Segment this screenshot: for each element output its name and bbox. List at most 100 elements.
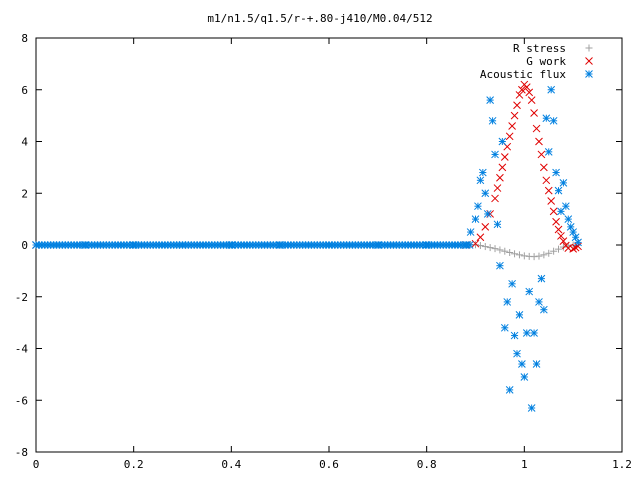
point-series-0 bbox=[535, 252, 543, 260]
x-tick-label: 0.4 bbox=[221, 458, 241, 471]
point-series-2 bbox=[574, 238, 582, 247]
point-series-0 bbox=[506, 249, 514, 257]
point-series-0 bbox=[472, 241, 479, 249]
chart-title: m1/n1.5/q1.5/r-+.80-j410/M0.04/512 bbox=[207, 12, 432, 25]
point-series-2 bbox=[544, 147, 553, 156]
point-series-1 bbox=[505, 132, 514, 141]
point-series-0 bbox=[491, 245, 499, 253]
point-series-0 bbox=[496, 246, 504, 254]
point-series-1 bbox=[522, 83, 531, 92]
point-series-1 bbox=[544, 186, 553, 195]
point-series-2 bbox=[503, 298, 512, 306]
point-series-1 bbox=[569, 245, 578, 253]
x-tick-label: 0.2 bbox=[124, 458, 144, 471]
legend-label-acoustic-flux: Acoustic flux bbox=[480, 68, 566, 81]
point-series-2 bbox=[488, 116, 497, 125]
point-series-0 bbox=[481, 243, 489, 251]
point-series-1 bbox=[559, 237, 568, 245]
point-series-2 bbox=[486, 96, 495, 104]
point-series-2 bbox=[481, 189, 490, 198]
y-tick-label: -4 bbox=[15, 343, 29, 356]
point-series-2 bbox=[466, 228, 475, 236]
point-series-2 bbox=[478, 168, 487, 177]
point-series-2 bbox=[540, 305, 548, 314]
point-series-2 bbox=[547, 85, 556, 94]
legend-marker-1 bbox=[585, 57, 593, 65]
point-series-0 bbox=[486, 244, 494, 252]
y-axis-ticks bbox=[36, 37, 622, 453]
point-series-1 bbox=[498, 163, 507, 172]
point-series-0 bbox=[559, 243, 567, 251]
legend-marker-0 bbox=[585, 44, 593, 52]
point-series-2 bbox=[510, 331, 519, 340]
x-tick-label: 1 bbox=[521, 458, 528, 471]
point-series-1 bbox=[493, 184, 502, 192]
point-series-1 bbox=[549, 207, 558, 216]
legend-label-g-work: G work bbox=[526, 55, 566, 68]
point-series-0 bbox=[520, 252, 528, 260]
legend-marker-2 bbox=[585, 70, 593, 78]
point-series-1 bbox=[532, 124, 541, 133]
point-series-2 bbox=[530, 329, 538, 337]
y-tick-label: 0 bbox=[21, 239, 28, 252]
point-series-1 bbox=[540, 163, 548, 172]
point-series-1 bbox=[515, 91, 524, 99]
y-tick-label: 4 bbox=[21, 136, 28, 149]
point-series-1 bbox=[471, 239, 480, 248]
point-series-2 bbox=[513, 349, 521, 358]
point-series-1 bbox=[500, 153, 509, 161]
x-tick-label: 0.8 bbox=[417, 458, 437, 471]
point-series-0 bbox=[511, 250, 519, 258]
point-series-2 bbox=[559, 179, 568, 187]
point-series-2 bbox=[554, 186, 563, 195]
point-series-0 bbox=[545, 249, 553, 257]
point-series-2 bbox=[552, 168, 560, 177]
point-series-2 bbox=[561, 202, 570, 211]
legend-label-r-stress: R stress bbox=[513, 42, 566, 55]
point-series-2 bbox=[542, 114, 551, 123]
point-series-2 bbox=[564, 215, 573, 223]
point-series-2 bbox=[535, 298, 543, 306]
point-series-0 bbox=[550, 247, 558, 255]
point-series-0 bbox=[530, 253, 538, 261]
point-series-1 bbox=[535, 137, 543, 146]
point-series-2 bbox=[476, 176, 485, 185]
point-series-1 bbox=[476, 233, 485, 242]
point-series-0 bbox=[476, 242, 484, 250]
point-series-2-baseline bbox=[465, 241, 474, 249]
point-series-2 bbox=[474, 202, 482, 211]
point-series-1 bbox=[481, 223, 490, 231]
point-series-2 bbox=[508, 279, 516, 288]
point-series-2 bbox=[537, 274, 546, 283]
point-series-1 bbox=[547, 197, 556, 205]
y-tick-label: -6 bbox=[15, 394, 28, 407]
x-tick-label: 1.2 bbox=[612, 458, 632, 471]
point-series-1 bbox=[527, 96, 536, 104]
point-series-1 bbox=[537, 150, 546, 159]
point-series-2 bbox=[549, 116, 558, 125]
point-series-2 bbox=[471, 215, 480, 223]
point-series-1 bbox=[530, 109, 538, 117]
x-tick-label: 0 bbox=[33, 458, 40, 471]
y-axis-tick-labels: 8 6 4 2 0 -2 -4 -6 -8 bbox=[15, 32, 29, 459]
x-tick-label: 0.6 bbox=[319, 458, 339, 471]
point-series-2 bbox=[522, 329, 531, 337]
point-series-1 bbox=[525, 88, 534, 97]
point-series-1 bbox=[513, 101, 521, 110]
point-series-2 bbox=[525, 287, 534, 296]
point-series-2 bbox=[491, 150, 499, 159]
point-series-2 bbox=[496, 261, 504, 270]
point-series-2 bbox=[532, 360, 541, 368]
point-series-1 bbox=[510, 111, 519, 120]
y-tick-label: 8 bbox=[21, 32, 28, 45]
point-series-1 bbox=[491, 194, 499, 203]
x-axis-tick-labels: 0 0.2 0.4 0.6 0.8 1 1.2 bbox=[33, 458, 632, 471]
point-series-2 bbox=[500, 323, 509, 332]
point-series-2 bbox=[493, 220, 502, 229]
point-series-1 bbox=[557, 232, 565, 240]
y-tick-label: -2 bbox=[15, 291, 28, 304]
legend: R stress G work Acoustic flux bbox=[480, 42, 593, 81]
legend-markers bbox=[585, 44, 593, 78]
point-series-0 bbox=[515, 251, 523, 259]
